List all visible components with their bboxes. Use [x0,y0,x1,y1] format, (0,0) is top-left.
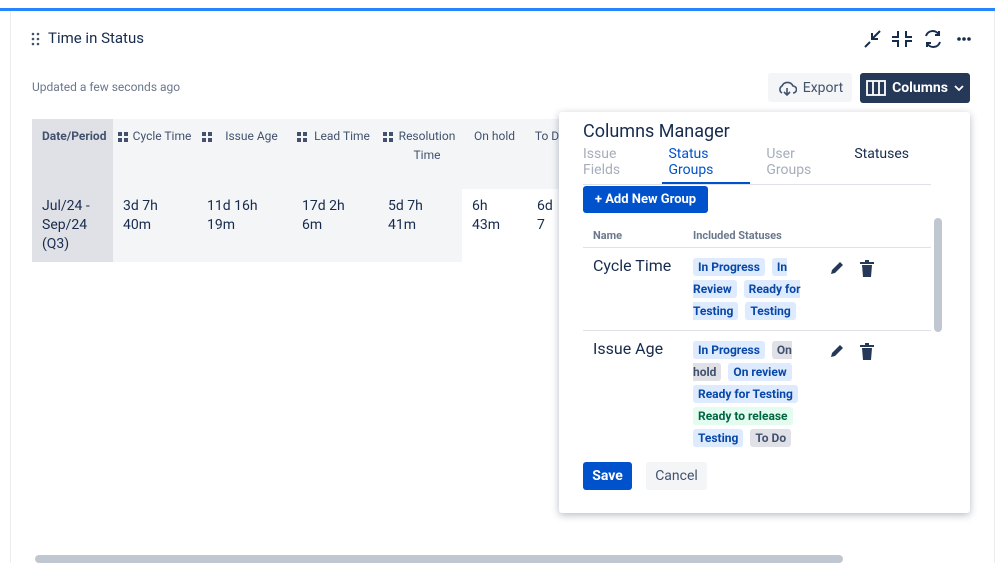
columns-label: Columns [892,80,948,96]
header-text: Resolution Time [398,129,456,162]
top-bar [0,8,995,11]
group-name: Cycle Time [593,256,672,275]
grip [118,131,128,142]
delete-icon[interactable] [859,343,875,361]
export-button[interactable]: Export [768,73,852,102]
add-group-button[interactable]: + Add New Group [583,186,708,213]
gadget-title: Time in Status [48,29,144,47]
status-tag: To Do [750,429,792,447]
row-actions [829,260,875,278]
header-text: Date/Period [42,129,107,143]
header-text: Issue Age [225,129,278,143]
group-row: Issue Age In Progress On hold On review R… [583,331,931,451]
grip [202,131,212,142]
gadget-card [10,11,995,563]
table-cell: 17d 2h 6m [292,189,378,262]
header-text: Cycle Time [132,129,192,143]
columns-button[interactable]: Columns [860,73,970,103]
cloud-icon [778,81,797,96]
edit-icon[interactable] [829,343,845,359]
updated-text: Updated a few seconds ago [32,80,181,94]
name-header: Name [593,229,623,242]
export-label: Export [802,79,844,96]
scrollbar[interactable] [934,218,942,332]
header-text: On hold [474,129,515,143]
time-table: Date/Period Cycle Time Issue Age Lead Time R… [32,119,567,262]
table-cell: 6h 43m [462,189,527,262]
grip [297,131,307,142]
table-cell: 11d 16h 19m [197,189,292,262]
horizontal-scrollbar[interactable] [35,555,843,563]
row-actions [829,343,875,361]
column-header[interactable]: Resolution Time [378,119,462,189]
status-tag: Testing [693,429,744,447]
column-header: Date/Period [32,119,113,189]
status-tag: Testing [745,302,796,320]
status-tags: In Progress In Review Ready for Testing … [693,256,803,322]
table-cell: 3d 7h 40m [113,189,197,262]
header-text: To D [534,129,560,143]
column-header[interactable]: On hold [462,119,527,189]
columns-manager: Columns Manager Issue Fields Status Group… [559,112,970,513]
drag-handle[interactable] [31,32,41,46]
group-row: Cycle Time In Progress In Review Ready fo… [583,248,931,331]
save-button[interactable]: Save [583,462,632,490]
tab[interactable]: Issue Fields [583,146,621,178]
columns-icon [866,80,887,96]
statuses-header: Included Statuses [693,229,782,242]
cancel-button[interactable]: Cancel [646,462,707,490]
group-name: Issue Age [593,339,664,358]
header-icons[interactable] [862,28,977,50]
group-list: Cycle Time In Progress In Review Ready fo… [583,248,931,451]
status-tag: In Progress [693,341,765,359]
list-header: Name Included Statuses [583,223,931,248]
table-row: Jul/24 - Sep/24 (Q3) 3d 7h 40m 11d 16h 19m… [32,189,567,262]
tab[interactable]: User Groups [766,146,812,178]
status-tags: In Progress On hold On review Ready for … [693,339,803,449]
status-tag: On review [728,363,792,381]
tab[interactable]: Statuses [854,146,909,162]
column-header[interactable]: Issue Age [197,119,292,189]
column-header[interactable]: Lead Time [292,119,378,189]
header-text: Lead Time [314,129,370,143]
grip [383,131,393,142]
delete-icon[interactable] [859,260,875,278]
status-tag: Ready to release [693,407,793,425]
table-cell: Jul/24 - Sep/24 (Q3) [32,189,113,262]
column-header[interactable]: Cycle Time [113,119,197,189]
table-cell: 5d 7h 41m [378,189,462,262]
manager-title: Columns Manager [583,121,730,142]
tab[interactable]: Status Groups [662,146,751,184]
status-tag: In Progress [693,258,765,276]
chevron [954,85,964,92]
status-tag: Ready for Testing [693,385,798,403]
tabs: Issue Fields Status Groups User Groups Stat… [583,146,931,185]
edit-icon[interactable] [829,260,845,276]
